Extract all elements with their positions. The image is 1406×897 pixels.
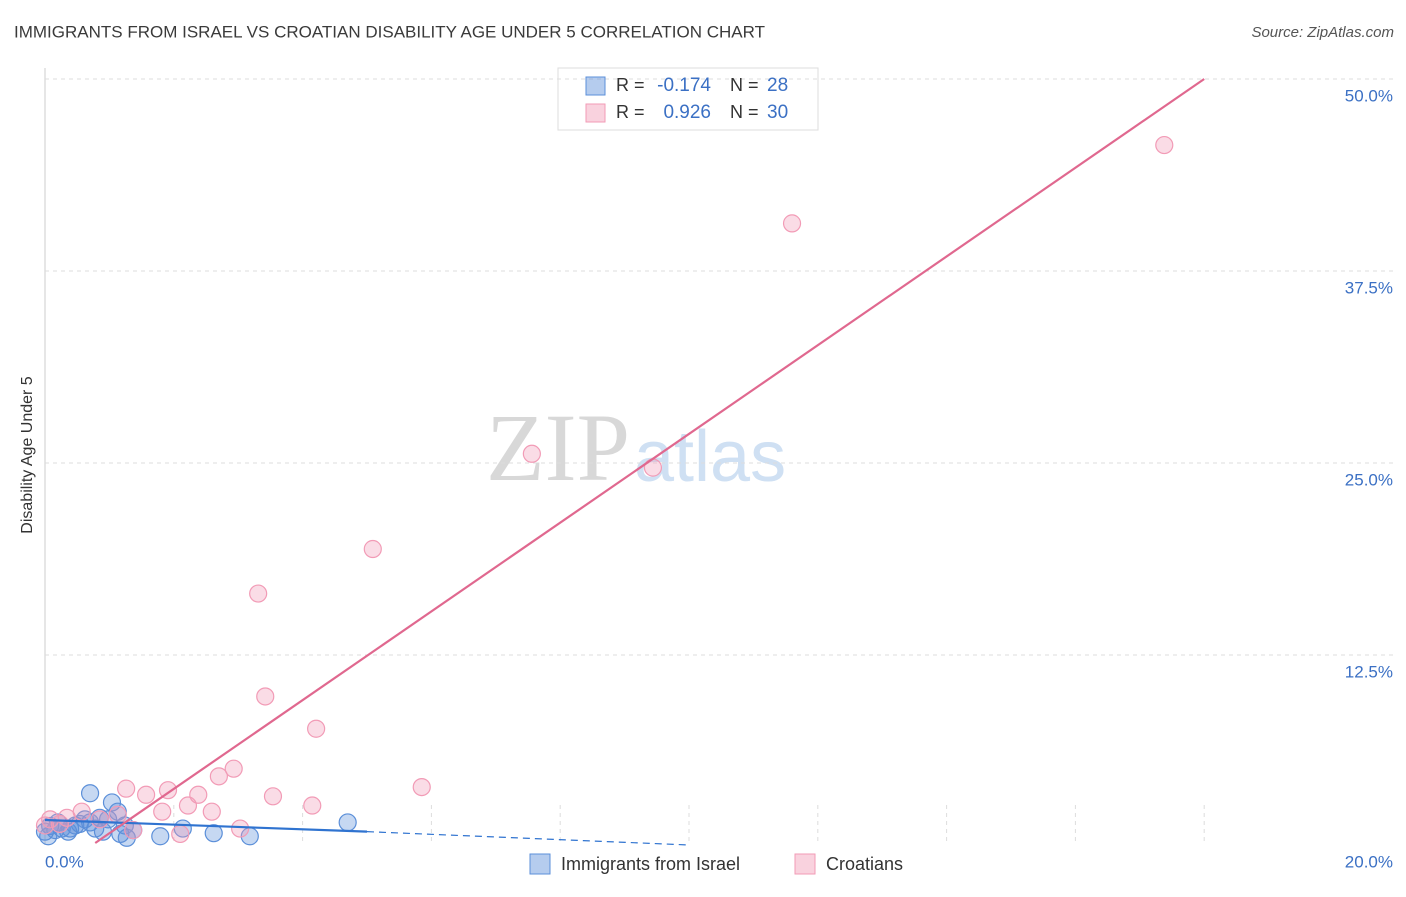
stat-value: 30 xyxy=(767,102,788,123)
y-tick-label: 12.5% xyxy=(1345,662,1393,681)
stats-box xyxy=(557,67,819,131)
point xyxy=(178,796,198,815)
point xyxy=(307,719,326,738)
point xyxy=(171,824,190,844)
x-tick-label: 0.0% xyxy=(45,852,84,871)
point xyxy=(151,827,170,846)
point xyxy=(231,819,250,838)
point xyxy=(249,584,268,603)
point xyxy=(1155,135,1174,155)
point xyxy=(209,767,228,786)
point xyxy=(782,214,802,233)
source: Source: ZipAtlas.com xyxy=(1251,24,1394,41)
point xyxy=(224,759,243,778)
legend-label: Immigrants from Israel xyxy=(561,854,740,874)
x-tick-label: 20.0% xyxy=(1345,852,1393,871)
trend-line xyxy=(366,831,690,846)
stat-label: R = xyxy=(616,102,645,122)
point xyxy=(153,802,172,821)
trend-line xyxy=(94,78,1205,844)
trend-line xyxy=(44,818,368,833)
watermark: atlas xyxy=(634,417,786,497)
stat-value: -0.174 xyxy=(657,75,711,96)
point xyxy=(263,787,283,806)
stat-label: R = xyxy=(616,75,645,95)
stat-value: 28 xyxy=(767,75,788,96)
point xyxy=(115,816,134,835)
point xyxy=(90,810,109,829)
point xyxy=(522,444,541,463)
stat-label: N = xyxy=(730,102,759,122)
y-axis-label: Disability Age Under 5 xyxy=(19,376,36,534)
point xyxy=(158,781,178,800)
point xyxy=(303,796,322,815)
point xyxy=(412,777,431,797)
chart-title: IMMIGRANTS FROM ISRAEL VS CROATIAN DISAB… xyxy=(14,22,765,41)
point xyxy=(204,824,223,843)
legend-swatch xyxy=(585,76,606,96)
legend-swatch xyxy=(585,103,606,123)
point xyxy=(338,813,357,832)
y-tick-label: 50.0% xyxy=(1345,86,1393,105)
stat-label: N = xyxy=(730,75,759,95)
y-tick-label: 25.0% xyxy=(1345,470,1393,489)
point xyxy=(137,785,156,804)
legend-label: Croatians xyxy=(826,854,903,874)
point xyxy=(80,784,100,803)
legend-swatch xyxy=(529,853,551,875)
y-tick-label: 37.5% xyxy=(1345,278,1393,297)
point xyxy=(124,821,143,840)
point xyxy=(117,779,136,798)
point xyxy=(363,539,382,559)
point xyxy=(108,805,127,824)
point xyxy=(35,816,55,835)
point xyxy=(256,687,275,706)
stat-value: 0.926 xyxy=(663,102,711,123)
legend-swatch xyxy=(794,853,816,875)
watermark: ZIP xyxy=(486,394,630,501)
point xyxy=(202,802,221,821)
